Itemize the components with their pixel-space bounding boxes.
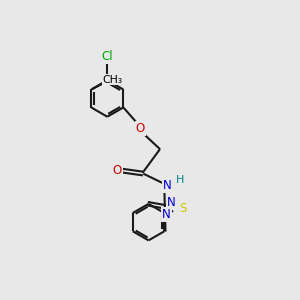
Text: H: H [176, 175, 184, 185]
Text: N: N [163, 179, 172, 192]
Text: N: N [167, 196, 176, 209]
Text: O: O [136, 122, 145, 135]
Text: N: N [162, 208, 171, 221]
Text: Cl: Cl [101, 50, 113, 63]
Text: O: O [112, 164, 122, 177]
Text: S: S [179, 202, 186, 215]
Text: CH₃: CH₃ [103, 75, 123, 85]
